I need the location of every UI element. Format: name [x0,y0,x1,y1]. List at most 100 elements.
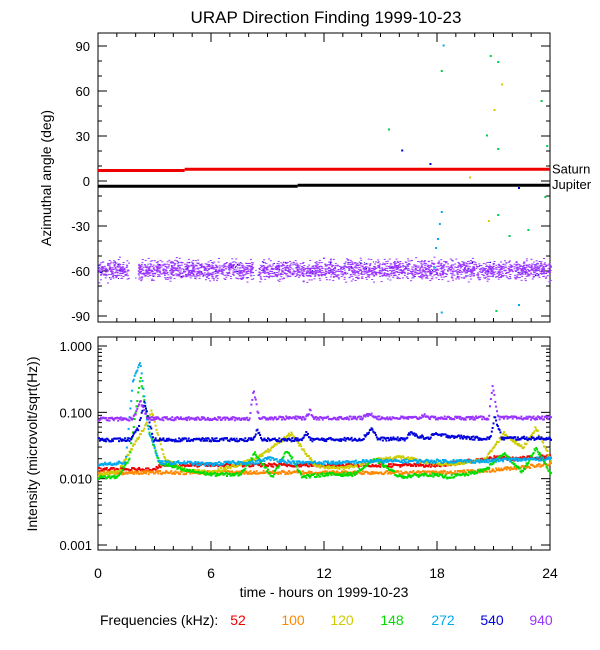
band-point [365,263,368,265]
band-point [189,270,192,271]
band-point [116,271,119,273]
series-point [123,462,126,465]
series-point [193,464,196,467]
band-point [473,268,476,270]
series-point [388,471,391,474]
band-point [215,269,218,271]
band-point [203,274,206,276]
series-point [259,462,262,465]
band-point [365,262,367,264]
band-point [482,268,485,270]
band-point [339,269,342,271]
band-point [327,264,330,266]
band-point [253,275,255,276]
series-point [548,463,551,466]
band-point [443,276,445,278]
series-point [444,464,447,467]
band-point [485,268,488,270]
band-point [210,264,213,266]
series-point [384,471,387,474]
series-point [131,437,134,440]
series-point [142,470,145,473]
band-point [299,263,302,265]
band-point [535,267,538,268]
band-point [341,271,344,272]
series-point [463,474,466,477]
band-point [386,274,388,276]
band-point [361,276,364,278]
band-point [499,265,502,267]
band-point [544,264,547,266]
band-point [294,260,297,262]
band-point [482,267,485,269]
band-point [280,269,283,271]
band-point [464,271,467,273]
band-point [235,269,238,271]
band-point [445,266,448,268]
band-point [187,258,190,260]
series-point [262,469,265,472]
band-point [315,261,318,263]
band-point [442,266,445,268]
band-point [263,272,266,274]
band-point [295,273,298,275]
band-point [271,276,274,278]
band-point [319,269,321,271]
series-point [318,464,321,467]
band-point [167,274,170,276]
band-point [385,261,388,263]
band-point [509,264,512,266]
band-point [406,264,408,266]
band-point [171,261,174,263]
band-point [397,268,399,270]
series-point [511,461,514,464]
band-point [280,272,282,274]
band-point [530,269,532,271]
band-point [108,277,110,279]
band-point [102,267,105,269]
band-point [523,267,526,269]
band-point [249,273,252,275]
series-point [274,468,277,471]
series-point [393,470,396,473]
band-point [158,271,161,273]
band-point [302,280,305,282]
series-point [345,466,348,469]
series-point [412,464,415,467]
band-point [343,268,345,269]
band-point [480,265,483,267]
band-point [458,276,461,278]
series-point [515,440,518,443]
band-point [486,274,489,276]
band-point [365,277,368,278]
band-point [444,261,447,263]
series-point [265,466,268,469]
band-point [471,263,473,264]
band-point [359,257,362,259]
band-point [535,264,537,266]
band-point [536,262,539,264]
series-point [415,465,417,468]
band-point [495,268,498,270]
band-point [315,263,318,265]
band-point [150,264,153,266]
series-point [431,472,434,475]
series-point [508,456,511,459]
band-point [520,270,523,272]
band-point [276,268,279,270]
band-point [471,261,474,262]
band-point [394,262,397,264]
series-point [435,473,438,475]
series-point [342,471,345,474]
band-point [351,275,354,277]
band-point [141,264,143,265]
series-point [285,463,288,466]
band-point [125,267,128,268]
band-point [155,262,158,263]
band-point [549,266,552,268]
band-point [344,265,347,267]
band-point [545,276,548,278]
band-point [232,272,235,274]
band-point [505,266,508,268]
band-point [473,273,475,274]
